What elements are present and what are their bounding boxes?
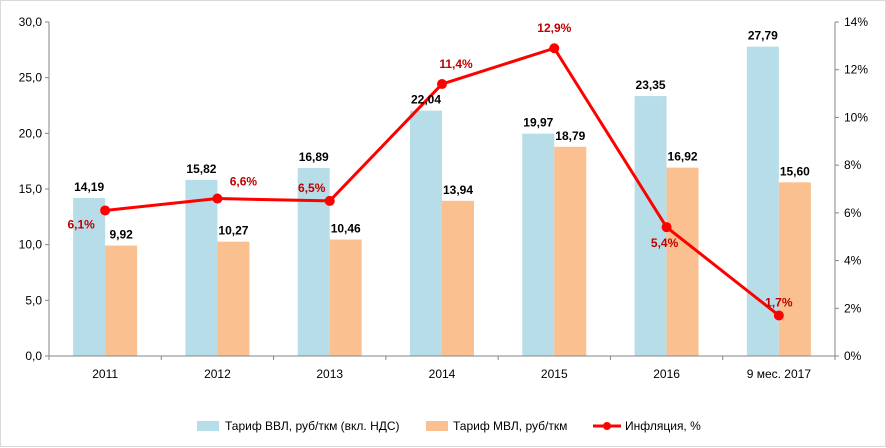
y-left-tick-label: 25,0: [19, 71, 43, 85]
legend: Тариф ВВЛ, руб/ткм (вкл. НДС) Тариф МВЛ, …: [197, 419, 701, 433]
data-labels-group: 14,19 9,92 15,82 10,27 16,89 10,46 22,04 13,94 1…: [67, 21, 810, 309]
bar-mvl: [217, 241, 250, 356]
inflation-label: 6,6%: [230, 175, 258, 189]
legend-swatch-vvl: [197, 421, 219, 431]
bar-vvl-label: 23,35: [636, 78, 666, 92]
inflation-label: 6,1%: [67, 217, 95, 231]
inflation-point: [100, 205, 111, 216]
bar-vvl: [73, 198, 106, 356]
bar-vvl-label: 27,79: [748, 29, 778, 43]
inflation-point: [437, 79, 447, 90]
bar-mvl-label: 13,94: [443, 183, 473, 197]
x-tick-label: 2016: [653, 367, 680, 381]
y-left-tick-label: 15,0: [19, 182, 43, 196]
y-left-tick-label: 30,0: [19, 15, 43, 29]
bar-vvl: [634, 96, 667, 356]
y-left-tick-label: 0,0: [25, 349, 42, 363]
bar-mvl: [442, 200, 474, 356]
x-tick-label: 2011: [92, 367, 118, 381]
inflation-point: [773, 310, 784, 321]
inflation-point: [661, 222, 672, 233]
y-left-tick-label: 10,0: [19, 238, 43, 252]
bar-mvl-label: 10,46: [331, 222, 361, 236]
x-tick-label: 2014: [429, 367, 456, 381]
y-right-tick-label: 14%: [844, 15, 868, 29]
bar-vvl: [746, 46, 779, 356]
y-right-tick-label: 12%: [844, 63, 868, 77]
bar-mvl: [554, 146, 587, 356]
bar-vvl-label: 14,19: [74, 180, 104, 194]
y-left-tick-label: 5,0: [25, 293, 42, 307]
y-right-tick-label: 0%: [844, 349, 862, 363]
bar-mvl: [666, 167, 699, 356]
bar-vvl-label: 19,97: [523, 116, 553, 130]
y-left-tick-label: 20,0: [19, 126, 43, 140]
inflation-line-group: [100, 43, 784, 321]
bar-vvl: [410, 110, 442, 356]
inflation-point: [324, 195, 335, 206]
legend-swatch-mvl: [426, 421, 448, 431]
bar-vvl-label: 22,04: [411, 93, 441, 107]
inflation-label: 5,4%: [651, 236, 679, 250]
axes-group: 0,0 5,0 10,0 15,0 20,0 25,0 30,0 0% 2% 4% 6% 8% 10% 1…: [19, 15, 869, 381]
bar-vvl: [297, 167, 330, 356]
y-right-tick-label: 10%: [844, 110, 868, 124]
inflation-label: 11,4%: [439, 57, 473, 71]
bar-mvl-label: 9,92: [109, 228, 133, 242]
bar-mvl-label: 10,27: [218, 224, 248, 238]
inflation-point: [212, 193, 223, 204]
x-tick-label: 2012: [204, 367, 231, 381]
x-tick-label: 2013: [316, 367, 343, 381]
inflation-label: 12,9%: [537, 21, 571, 35]
bar-vvl-label: 15,82: [186, 162, 216, 176]
y-right-tick-label: 6%: [844, 206, 862, 220]
inflation-label: 6,5%: [298, 181, 326, 195]
bar-mvl-label: 16,92: [668, 150, 698, 164]
y-right-tick-label: 2%: [844, 301, 862, 315]
y-right-tick-label: 4%: [844, 254, 862, 268]
legend-label-vvl: Тариф ВВЛ, руб/ткм (вкл. НДС): [225, 419, 400, 433]
legend-label-inflation: Инфляция, %: [625, 419, 701, 433]
bar-vvl-label: 16,89: [299, 150, 329, 164]
bar-mvl-label: 18,79: [555, 129, 585, 143]
bar-vvl: [522, 133, 555, 356]
x-tick-label: 2015: [541, 367, 568, 381]
y-right-tick-label: 8%: [844, 158, 862, 172]
x-tick-label: 9 мес. 2017: [747, 367, 812, 381]
legend-marker-inflation: [603, 422, 611, 430]
bar-mvl: [329, 239, 362, 356]
bar-mvl: [105, 245, 138, 356]
inflation-point: [549, 43, 560, 54]
inflation-label: 1,7%: [765, 295, 793, 309]
legend-label-mvl: Тариф МВЛ, руб/ткм: [453, 419, 567, 433]
bar-vvl: [185, 179, 218, 356]
bar-mvl-label: 15,60: [780, 164, 810, 178]
bar-mvl: [778, 182, 811, 356]
